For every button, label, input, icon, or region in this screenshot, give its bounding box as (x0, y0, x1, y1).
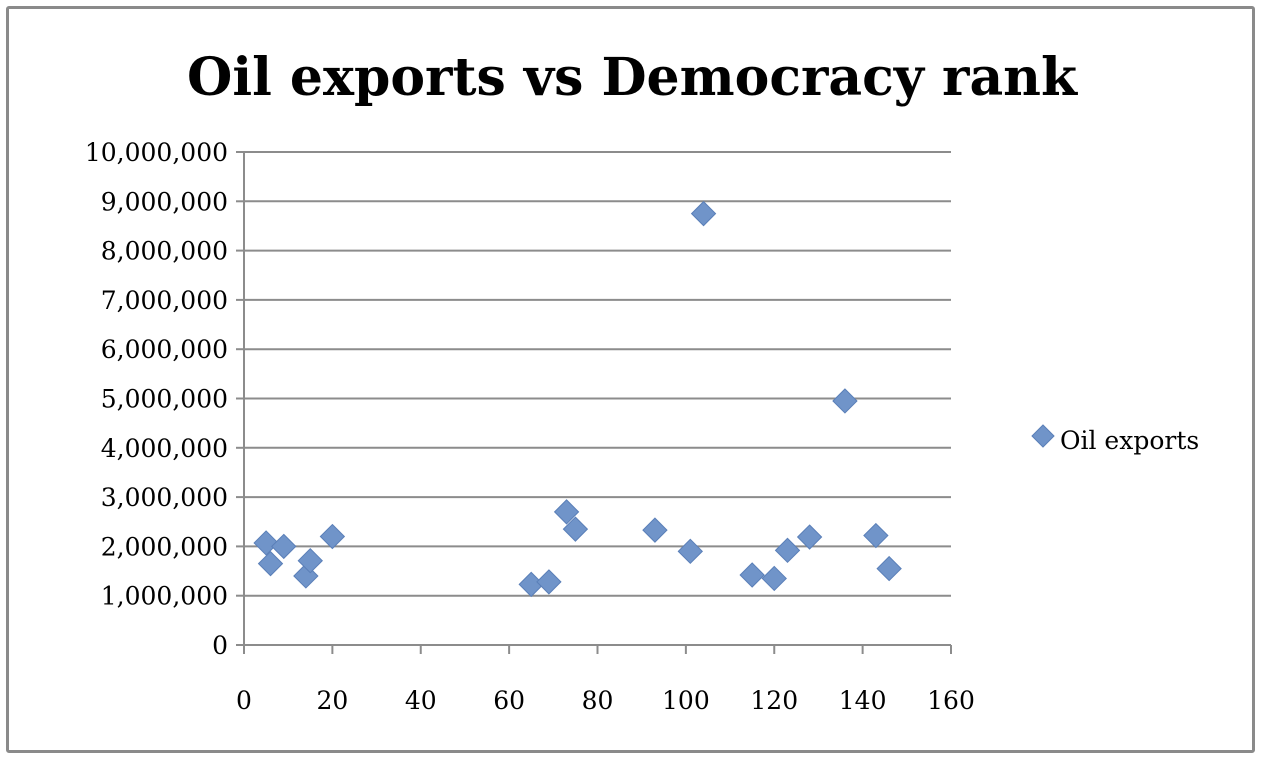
y-tick-label: 7,000,000 (101, 286, 228, 315)
data-point (876, 555, 902, 582)
data-point (553, 499, 580, 525)
y-tick-label: 6,000,000 (101, 335, 228, 364)
x-tick-label: 0 (236, 686, 252, 715)
data-point (562, 516, 589, 542)
x-tick-label: 60 (493, 686, 525, 715)
y-tick-label: 9,000,000 (101, 187, 228, 216)
data-point (257, 550, 284, 577)
gridlines (244, 151, 951, 597)
y-tick-label: 4,000,000 (101, 434, 228, 463)
data-point (536, 569, 562, 595)
x-tick-label: 20 (316, 686, 348, 715)
x-axis-tick-labels: 0 20 40 60 80 100 120 140 160 (236, 686, 975, 715)
data-point (739, 562, 765, 588)
data-point (690, 200, 717, 227)
data-point (271, 533, 297, 560)
y-tick-label: 0 (212, 631, 228, 660)
data-point (677, 538, 704, 565)
axes (236, 151, 952, 654)
data-point (297, 547, 323, 574)
y-tick-label: 1,000,000 (101, 582, 228, 611)
data-point (761, 565, 787, 592)
y-tick-label: 8,000,000 (101, 237, 228, 266)
legend: Oil exports (1031, 424, 1199, 455)
data-point (774, 537, 801, 564)
data-point (832, 388, 858, 414)
x-tick-label: 40 (405, 686, 437, 715)
y-tick-label: 3,000,000 (101, 483, 228, 512)
chart-title: Oil exports vs Democracy rank (187, 47, 1078, 108)
data-point (863, 522, 889, 549)
data-point (796, 524, 823, 550)
legend-marker-diamond-icon (1031, 424, 1055, 448)
data-point (253, 530, 279, 556)
x-tick-label: 160 (927, 686, 975, 715)
chart-frame (6, 6, 1255, 753)
y-tick-label: 10,000,000 (85, 138, 228, 167)
x-tick-label: 80 (582, 686, 614, 715)
x-tick-label: 140 (839, 686, 887, 715)
y-axis-tick-labels: 0 1,000,000 2,000,000 3,000,000 4,000,000 5,0… (85, 138, 228, 660)
x-tick-label: 100 (662, 686, 710, 715)
legend-label: Oil exports (1060, 426, 1199, 455)
x-tick-label: 120 (750, 686, 798, 715)
data-point (319, 523, 346, 550)
y-tick-label: 2,000,000 (101, 532, 228, 561)
data-point (642, 517, 668, 543)
y-tick-label: 5,000,000 (101, 385, 228, 414)
data-points (253, 200, 902, 598)
